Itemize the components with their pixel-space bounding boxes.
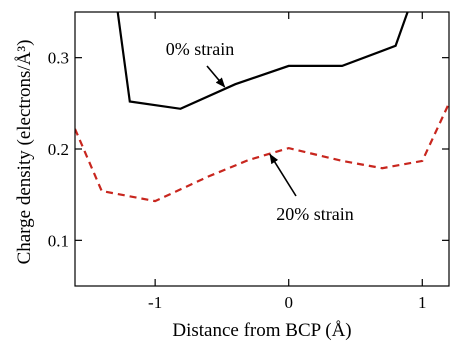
annotation-layer: 0% strain 20% strain [166,39,354,224]
annotation-label-strained: 20% strain [276,204,353,224]
x-tick-label: 1 [418,293,427,312]
annotation-arrow [269,153,297,197]
annotation-label-unstrained: 0% strain [166,39,234,59]
x-axis-title: Distance from BCP (Å) [172,320,351,341]
y-tick-label: 0.2 [48,140,69,159]
series-layer [75,12,449,203]
series-line-unstrained [116,12,409,110]
series-line-strained [75,102,449,203]
y-tick-label: 0.1 [48,231,69,250]
x-tick-label: 0 [284,293,293,312]
plot-frame [74,11,450,287]
tick-layer: -1 0 1 0.1 0.2 0.3 [48,12,449,312]
x-tick-label: -1 [148,293,162,312]
y-tick-label: 0.3 [48,49,69,68]
annotation-arrow [206,65,226,88]
y-axis-title: Charge density (electrons/Å³) [14,40,35,265]
